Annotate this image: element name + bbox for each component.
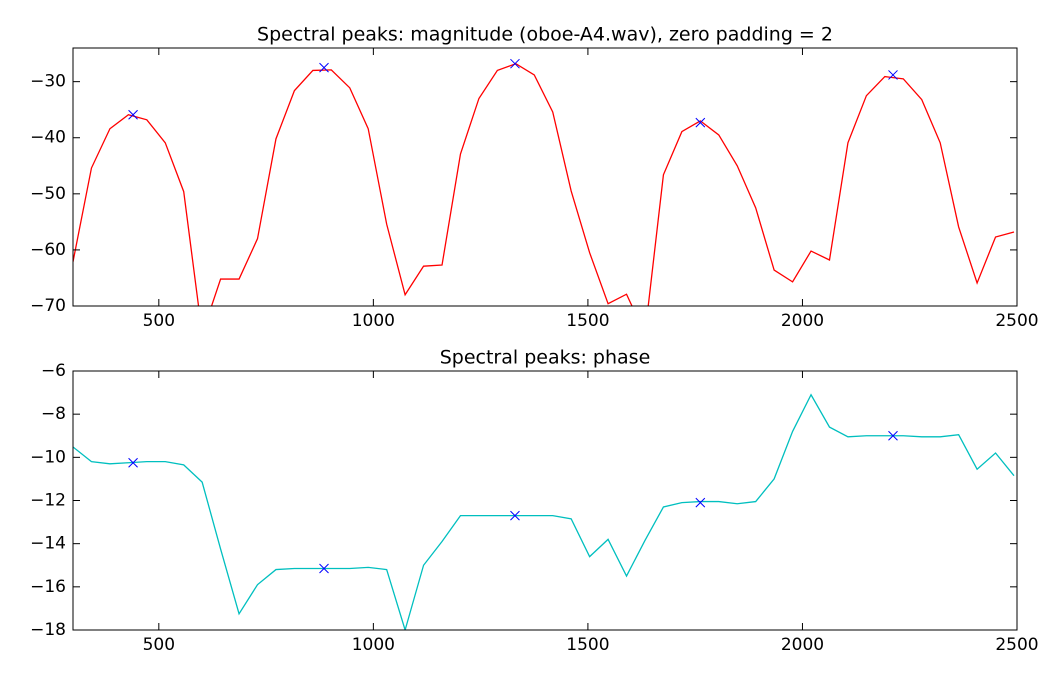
y-tick-label: −30 bbox=[30, 72, 66, 92]
y-tick-label: −14 bbox=[30, 534, 66, 554]
x-tick-label: 500 bbox=[143, 311, 175, 331]
x-tick-label: 500 bbox=[143, 635, 175, 655]
x-tick-label: 2000 bbox=[781, 311, 824, 331]
axes-frame bbox=[72, 370, 1018, 631]
subplot: Spectral peaks: phase 500 1000 1500 2000 2500… bbox=[30, 347, 1039, 656]
peak-marker bbox=[128, 109, 138, 120]
x-tick-label: 1000 bbox=[352, 635, 395, 655]
peak-marker bbox=[510, 58, 520, 69]
y-tick-label: −70 bbox=[30, 296, 66, 316]
peak-marker bbox=[695, 497, 706, 508]
subplot: Spectral peaks: magnitude (oboe-A4.wav),… bbox=[30, 24, 1039, 332]
y-tick-label: −12 bbox=[30, 491, 66, 511]
y-tick-label: −60 bbox=[30, 240, 66, 260]
peak-marker bbox=[888, 430, 898, 441]
peak-marker bbox=[888, 70, 898, 80]
y-tick-label: −10 bbox=[30, 447, 66, 467]
data-line bbox=[73, 393, 1015, 630]
axes-frame bbox=[72, 47, 1018, 307]
peak-marker bbox=[695, 117, 706, 128]
y-tick-label: −40 bbox=[30, 128, 66, 148]
peak-marker bbox=[128, 457, 138, 468]
peak-marker bbox=[510, 510, 520, 521]
x-tick-label: 1000 bbox=[352, 311, 395, 331]
peak-marker bbox=[319, 563, 329, 574]
y-tick-label: −50 bbox=[30, 184, 66, 204]
x-tick-label: 2500 bbox=[995, 635, 1038, 655]
x-tick-label: 2000 bbox=[781, 635, 824, 655]
chart-title: Spectral peaks: magnitude (oboe-A4.wav),… bbox=[257, 24, 833, 46]
x-tick-label: 1500 bbox=[566, 635, 609, 655]
x-tick-label: 1500 bbox=[566, 311, 609, 331]
peak-marker bbox=[319, 62, 329, 73]
chart-title: Spectral peaks: phase bbox=[440, 347, 651, 369]
y-tick-label: −6 bbox=[41, 361, 66, 381]
x-tick-label: 2500 bbox=[995, 311, 1038, 331]
y-tick-label: −8 bbox=[41, 404, 66, 424]
y-tick-label: −18 bbox=[30, 620, 66, 640]
y-tick-label: −16 bbox=[30, 577, 66, 597]
data-line bbox=[73, 62, 1015, 306]
